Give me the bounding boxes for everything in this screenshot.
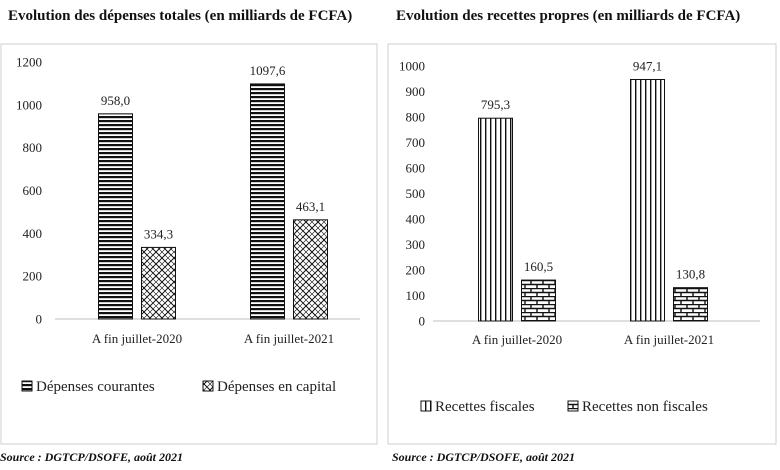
y-tick-label: 1200 xyxy=(16,55,42,70)
y-tick-label: 400 xyxy=(23,226,43,241)
y-tick-label: 800 xyxy=(23,140,43,155)
data-label: 1097,6 xyxy=(250,63,286,78)
data-label: 334,3 xyxy=(144,226,173,241)
data-label: 463,1 xyxy=(296,199,325,214)
y-tick-label: 0 xyxy=(419,314,426,329)
bar xyxy=(141,246,176,320)
y-tick-label: 200 xyxy=(23,269,43,284)
y-tick-label: 400 xyxy=(406,212,426,227)
bar xyxy=(250,83,285,320)
legend-swatch xyxy=(202,380,214,392)
y-tick-label: 300 xyxy=(406,237,426,252)
y-tick-label: 100 xyxy=(406,288,426,303)
data-label: 130,8 xyxy=(676,267,705,282)
x-tick-label: A fin juillet-2021 xyxy=(624,332,714,347)
bar xyxy=(478,117,513,322)
bar xyxy=(673,287,708,322)
chart-title-recettes: Evolution des recettes propres (en milli… xyxy=(396,8,741,24)
legend-label: Recettes fiscales xyxy=(435,399,535,415)
chart-frame-recettes xyxy=(387,43,777,445)
y-tick-label: 200 xyxy=(406,263,426,278)
plot-recettes: 0 100 200 300 400 500 600 700 800 900 1000 795,3 160… xyxy=(399,58,760,415)
data-label: 795,3 xyxy=(481,97,510,112)
chart-title-depenses: Evolution des dépenses totales (en milli… xyxy=(8,8,353,24)
legend-label: Dépenses en capital xyxy=(217,379,336,395)
x-tick-label: A fin juillet-2021 xyxy=(244,331,334,346)
bar xyxy=(521,279,556,322)
legend-label: Recettes non fiscales xyxy=(582,399,708,415)
bar xyxy=(293,219,328,320)
bar xyxy=(98,113,133,320)
data-label: 958,0 xyxy=(101,93,130,108)
legend-swatch xyxy=(21,380,33,392)
legend-swatch xyxy=(420,400,432,412)
x-tick-label: A fin juillet-2020 xyxy=(472,332,562,347)
y-tick-label: 700 xyxy=(406,135,426,150)
y-tick-label: 0 xyxy=(36,312,43,327)
data-label: 160,5 xyxy=(524,259,553,274)
y-tick-label: 600 xyxy=(23,183,43,198)
bar xyxy=(630,78,665,322)
source-note-left: Source : DGTCP/DSOFE, août 2021 xyxy=(0,450,184,464)
legend-label: Dépenses courantes xyxy=(36,379,155,395)
source-note-right: Source : DGTCP/DSOFE, août 2021 xyxy=(392,450,576,464)
legend-swatch xyxy=(567,400,579,412)
y-tick-label: 500 xyxy=(406,186,426,201)
y-tick-label: 600 xyxy=(406,161,426,176)
x-tick-label: A fin juillet-2020 xyxy=(92,331,182,346)
y-tick-label: 1000 xyxy=(399,59,425,74)
plot-depenses: 0 200 400 600 800 1000 1200 958,0 334,3 A fin jui… xyxy=(16,55,360,395)
chart-frame-depenses xyxy=(0,43,378,445)
y-tick-label: 900 xyxy=(406,84,426,99)
data-label: 947,1 xyxy=(633,58,662,73)
y-tick-label: 1000 xyxy=(16,97,42,112)
y-tick-label: 800 xyxy=(406,110,426,125)
